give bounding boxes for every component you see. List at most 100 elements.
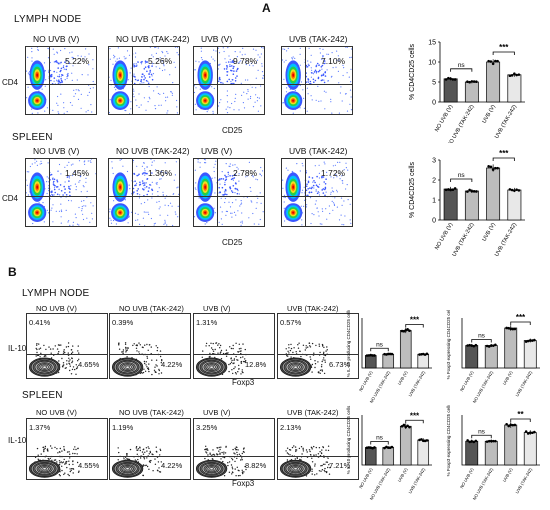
bar bbox=[523, 340, 537, 369]
data-point bbox=[487, 165, 490, 168]
bar bbox=[507, 74, 522, 103]
flow-plot-title: NO UVB (TAK-242) bbox=[119, 304, 184, 313]
data-point bbox=[447, 76, 450, 80]
data-point bbox=[507, 326, 510, 330]
category-label: UVB (TAK-242) bbox=[514, 369, 533, 397]
category-label: UVB (V) bbox=[502, 369, 514, 385]
data-point bbox=[511, 327, 515, 331]
bar bbox=[399, 330, 412, 369]
data-point bbox=[472, 344, 476, 348]
category-label: NO UVB (V) bbox=[459, 466, 475, 489]
data-point bbox=[517, 189, 521, 192]
flow-plot bbox=[108, 46, 180, 115]
gate-percentage-top: 1.37% bbox=[29, 423, 51, 432]
data-point bbox=[513, 327, 517, 331]
gate-line bbox=[278, 456, 358, 458]
flow-plot bbox=[25, 158, 97, 227]
significance-label: ** bbox=[517, 410, 524, 419]
data-point bbox=[489, 60, 493, 63]
panel-a-spleen-label: SPLEEN bbox=[12, 132, 53, 143]
panel-b-spleen-foxp3-bar-chart: % Foxp3 expressing CD4CD25 cells NO UVB (… bbox=[440, 403, 548, 505]
category-label: NO UVB (V) bbox=[459, 369, 475, 392]
category-label: UVB (V) bbox=[397, 369, 409, 385]
panel-b-lymph-label: LYMPH NODE bbox=[22, 288, 90, 299]
significance-bracket bbox=[370, 441, 389, 445]
flow-plot bbox=[193, 158, 265, 227]
data-point bbox=[515, 73, 518, 77]
gate-percentage-top: 3.25% bbox=[196, 423, 218, 432]
flow-contour-graphic bbox=[279, 342, 328, 377]
bar bbox=[504, 424, 518, 466]
category-label: UVB (TAK-242) bbox=[514, 466, 533, 494]
gate-line bbox=[282, 83, 352, 85]
flow-plot-title: UVB (TAK-242) bbox=[289, 34, 348, 44]
y-axis-label: % Foxp3 expressing CD4CD25 cells bbox=[446, 405, 451, 476]
gate-line bbox=[194, 83, 264, 85]
flow-density-graphic bbox=[282, 161, 352, 226]
data-point bbox=[531, 431, 534, 435]
significance-bracket bbox=[405, 324, 424, 328]
flow-plot bbox=[109, 418, 191, 480]
gate-line bbox=[305, 47, 307, 114]
flow-contour-graphic bbox=[195, 342, 247, 377]
data-point bbox=[489, 165, 493, 169]
gate-percentage-bottom: 7.21% bbox=[329, 461, 351, 470]
significance-label: *** bbox=[499, 149, 509, 158]
category-label: UVB (TAK-242) bbox=[452, 222, 476, 258]
flow-plot-title: NO UVB (TAK-242) bbox=[116, 34, 190, 44]
data-point bbox=[472, 80, 476, 83]
significance-bracket bbox=[492, 157, 515, 161]
panel-b-lymph-x-axis-label: Foxp3 bbox=[232, 378, 255, 387]
gate-line bbox=[49, 47, 51, 114]
flow-contour-graphic bbox=[28, 445, 80, 478]
gate-line bbox=[26, 83, 96, 85]
panel-a-spleen-bar-chart: % CD4CD25 cells 0 1 2 3 NO UVB (V) UVB (TAK-24… bbox=[400, 140, 550, 260]
flow-density-graphic bbox=[109, 159, 179, 226]
bar bbox=[465, 440, 479, 466]
flow-plot bbox=[26, 313, 108, 379]
data-point bbox=[515, 188, 518, 191]
data-point bbox=[472, 440, 476, 444]
bar bbox=[399, 425, 412, 466]
gate-line bbox=[278, 353, 358, 355]
flow-plot-title: NO UVB (V) bbox=[33, 146, 80, 156]
data-point bbox=[517, 73, 521, 76]
flow-plot bbox=[277, 418, 359, 480]
panel-b-lymph-foxp3-bar-chart: % Foxp3 expressing CD4CD25 cells NO UVB (… bbox=[440, 306, 548, 405]
significance-label: ns bbox=[376, 435, 384, 442]
data-point bbox=[494, 343, 497, 347]
data-point bbox=[451, 188, 455, 192]
bar bbox=[464, 81, 479, 103]
bar bbox=[443, 188, 458, 221]
bar-chart-svg: % IL-10 producing CD4CD25 cells NO UVB (V… bbox=[346, 308, 432, 404]
significance-bracket bbox=[405, 419, 424, 424]
panel-a-lymph-y-axis-label: CD4 bbox=[2, 78, 19, 87]
gate-line bbox=[49, 159, 51, 226]
data-point bbox=[494, 439, 497, 443]
data-point bbox=[451, 78, 455, 81]
data-point bbox=[408, 425, 411, 429]
panel-a-spleen-x-axis-label: CD25 bbox=[222, 238, 243, 247]
bar bbox=[443, 78, 458, 103]
data-point bbox=[406, 424, 409, 428]
category-label: NO UVB (TAK-242) bbox=[472, 466, 495, 500]
data-point bbox=[474, 439, 478, 443]
bar bbox=[417, 439, 430, 466]
data-point bbox=[505, 422, 508, 426]
flow-plot-title: UVB (TAK-242) bbox=[287, 304, 339, 313]
flow-plot bbox=[109, 313, 191, 379]
significance-bracket bbox=[370, 347, 389, 352]
data-point bbox=[420, 438, 423, 441]
gate-line bbox=[109, 83, 179, 85]
data-point bbox=[466, 439, 469, 442]
data-point bbox=[468, 343, 471, 347]
flow-plot bbox=[281, 158, 353, 227]
data-point bbox=[425, 352, 429, 356]
data-point bbox=[390, 352, 394, 356]
data-point bbox=[472, 190, 476, 193]
significance-label: ns bbox=[376, 341, 384, 348]
data-point bbox=[505, 326, 508, 330]
flow-contour-graphic bbox=[111, 342, 163, 377]
bar bbox=[484, 440, 498, 466]
significance-label: ns bbox=[458, 172, 466, 179]
